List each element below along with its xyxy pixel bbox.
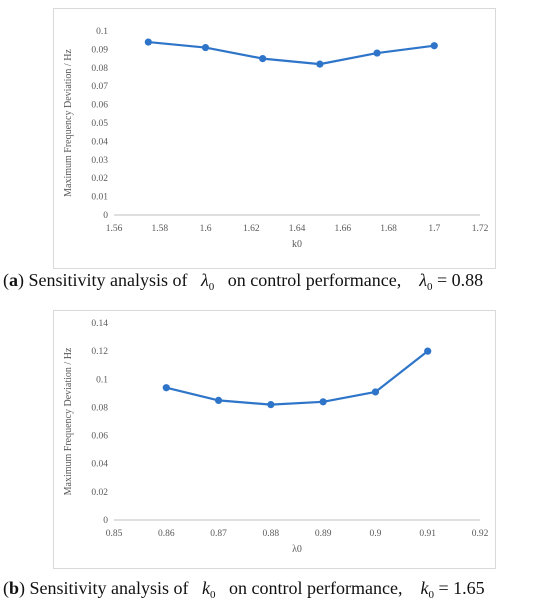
y-tick-label: 0.02 (91, 174, 108, 184)
x-axis-title: λ0 (292, 544, 302, 555)
chart-panel-b: 0 0.02 0.04 0.06 0.08 0.1 0.12 0.14 0.85 0.86 0.87… (53, 310, 496, 569)
y-tick-label: 0.1 (96, 27, 108, 37)
x-tick-label: 0.92 (472, 529, 489, 539)
data-point (259, 55, 267, 63)
series-line (166, 350, 429, 406)
caption-a-symbol: λ0 (201, 270, 215, 293)
x-tick-label: 0.86 (158, 529, 175, 539)
series-line (148, 40, 435, 66)
caption-a-text: Sensitivity analysis of (28, 270, 188, 290)
x-tick-label: 0.89 (315, 529, 332, 539)
y-tick-label: 0.1 (96, 375, 108, 385)
data-point (144, 38, 152, 46)
x-tick-label: 1.58 (151, 224, 168, 234)
caption-b-symbol: k0 (202, 578, 216, 601)
chart-b: 0 0.02 0.04 0.06 0.08 0.1 0.12 0.14 0.85 0.86 0.87… (63, 319, 489, 555)
y-tick-label: 0.05 (91, 119, 108, 129)
caption-a-param-char: λ (419, 270, 428, 290)
y-tick-label: 0.08 (91, 64, 108, 74)
y-tick-label: 0.12 (91, 347, 108, 357)
x-tick-label: 0.87 (210, 529, 227, 539)
caption-a-symbol-sub: 0 (208, 281, 215, 293)
caption-b-param-sub: 0 (428, 589, 434, 601)
data-point (201, 43, 210, 52)
caption-a-text2: on control performance, (227, 270, 402, 290)
y-axis-title: Maximum Frequency Deviation / Hz (63, 49, 74, 197)
caption-b-letter: b (9, 578, 20, 598)
x-tick-label: 1.6 (200, 224, 212, 234)
y-tick-label: 0.04 (91, 137, 108, 147)
caption-b-text2: on control performance, (229, 578, 403, 598)
x-axis-title: k0 (292, 239, 302, 250)
x-tick-label: 1.7 (428, 224, 440, 234)
x-tick-label: 1.56 (106, 224, 123, 234)
data-point (373, 49, 381, 57)
chart-a: 0 0.01 0.02 0.03 0.04 0.05 0.06 0.07 0.08 0.09 0.1… (63, 27, 489, 250)
y-tick-label: 0.02 (91, 488, 108, 498)
data-point (214, 396, 223, 404)
caption-a-param: λ0 (419, 270, 433, 293)
y-tick-label: 0.06 (91, 101, 108, 111)
caption-a-letter: a (9, 270, 18, 290)
x-tick-label: 1.68 (380, 224, 397, 234)
data-point (430, 42, 438, 50)
x-tick-label: 0.88 (263, 529, 280, 539)
data-point (316, 60, 324, 68)
y-tick-label: 0.14 (91, 319, 108, 329)
caption-a-symbol-char: λ (201, 270, 209, 290)
caption-b-value: = 1.65 (438, 578, 485, 598)
caption-a-value: = 0.88 (437, 270, 484, 290)
y-tick-label: 0 (103, 516, 108, 526)
caption-b: (b) Sensitivity analysis of k0 on contro… (3, 578, 485, 601)
y-tick-label: 0.08 (91, 403, 108, 413)
y-tick-label: 0.09 (91, 45, 108, 55)
data-point (424, 347, 432, 355)
chart-panel-a: 0 0.01 0.02 0.03 0.04 0.05 0.06 0.07 0.08 0.09 0.1… (53, 8, 496, 269)
x-tick-label: 0.9 (369, 529, 381, 539)
data-point (267, 401, 275, 409)
caption-b-symbol-char: k (202, 578, 211, 598)
y-tick-label: 0.07 (91, 82, 108, 92)
y-axis-title: Maximum Frequency Deviation / Hz (63, 347, 74, 495)
x-tick-label: 1.62 (243, 224, 260, 234)
x-tick-label: 0.85 (106, 529, 123, 539)
x-tick-label: 0.91 (419, 529, 436, 539)
caption-a: (a) Sensitivity analysis of λ0 on contro… (3, 270, 484, 293)
data-point (319, 398, 327, 406)
y-tick-label: 0.06 (91, 432, 108, 442)
caption-b-text: Sensitivity analysis of (29, 578, 189, 598)
caption-b-symbol-sub: 0 (210, 589, 216, 601)
y-tick-label: 0 (103, 211, 108, 221)
y-tick-label: 0.04 (91, 460, 108, 470)
x-tick-label: 1.72 (472, 224, 489, 234)
caption-b-param: k0 (420, 578, 434, 601)
y-tick-label: 0.03 (91, 156, 108, 166)
x-tick-label: 1.66 (334, 224, 351, 234)
caption-a-param-sub: 0 (427, 281, 433, 293)
data-point (162, 384, 170, 392)
y-tick-label: 0.01 (91, 193, 108, 203)
caption-b-param-char: k (420, 578, 429, 598)
data-point (371, 388, 380, 396)
x-tick-label: 1.64 (289, 224, 306, 234)
